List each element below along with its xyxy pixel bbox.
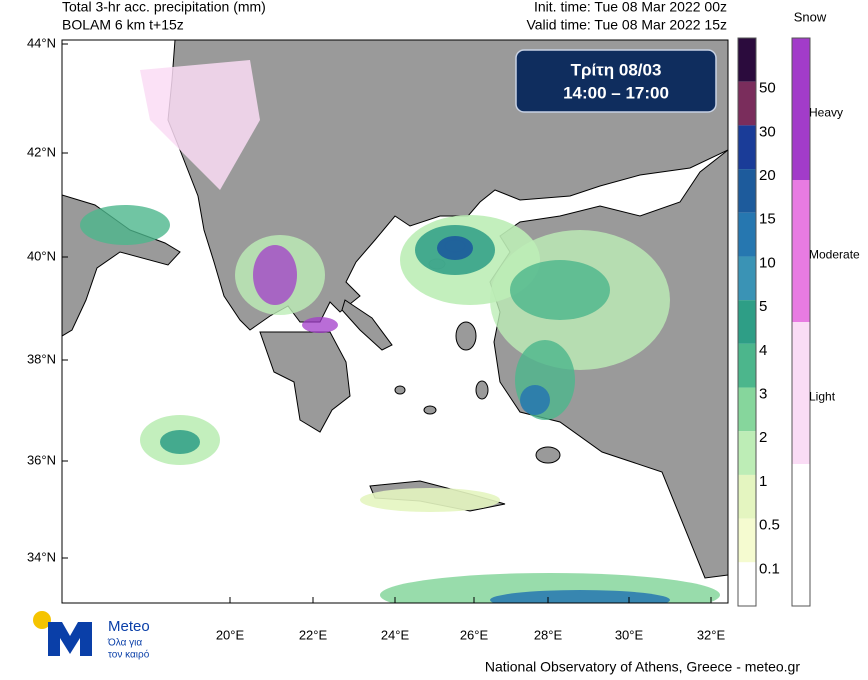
snow-scale-label: Heavy xyxy=(809,105,843,119)
lon-label: 20°E xyxy=(216,627,245,642)
rain-scale-label: 10 xyxy=(759,254,776,271)
lon-label: 32°E xyxy=(697,627,726,642)
island xyxy=(394,385,406,395)
rain-scale-step xyxy=(738,300,756,344)
rain-scale-label: 3 xyxy=(759,386,767,403)
rain-scale-step xyxy=(738,562,756,606)
logo-tagline: τον καιρό xyxy=(108,649,150,661)
lat-label: 42°N xyxy=(27,144,56,159)
peloponnese xyxy=(259,331,351,433)
rain-scale-step xyxy=(738,212,756,257)
time-box-day: Τρίτη 08/03 xyxy=(571,60,662,79)
time-box-hours: 14:00 – 17:00 xyxy=(563,83,669,102)
logo-name: Meteo xyxy=(108,618,150,635)
rain-scale-label: 0.5 xyxy=(759,517,780,534)
snow-scale-step xyxy=(792,322,810,464)
lon-label: 30°E xyxy=(615,627,644,642)
lat-label: 44°N xyxy=(27,35,56,50)
time-line: Valid time: Tue 08 Mar 2022 15z xyxy=(526,17,727,33)
rain-scale-step xyxy=(738,431,756,475)
time-line: Init. time: Tue 08 Mar 2022 00z xyxy=(534,0,727,15)
logo-tagline: Όλα για xyxy=(107,638,142,649)
snow-scale-step xyxy=(792,180,810,322)
rain-scale-step xyxy=(738,256,756,301)
snow-heavy xyxy=(302,317,338,333)
rain-area xyxy=(80,205,170,245)
logo-sun xyxy=(33,611,51,629)
snow-scale-frame xyxy=(791,37,811,607)
logo-mark xyxy=(48,622,92,656)
rain-scale-step xyxy=(738,518,756,563)
island xyxy=(423,405,437,415)
rain-scale-label: 15 xyxy=(759,211,776,228)
rain-scale-step xyxy=(738,474,756,519)
rain-scale-label: 0.1 xyxy=(759,560,780,577)
snow-light xyxy=(140,60,260,190)
rhodes xyxy=(535,446,561,464)
rain-scale-label: 2 xyxy=(759,429,767,446)
lesvos xyxy=(455,321,477,351)
lon-label: 22°E xyxy=(299,627,328,642)
title-line: BOLAM 6 km t+15z xyxy=(62,17,184,33)
rain-area xyxy=(360,488,500,512)
rain-scale-label: 1 xyxy=(759,473,767,490)
rain-scale-label: 5 xyxy=(759,298,767,315)
rain-area xyxy=(520,385,550,415)
time-box: Τρίτη 08/03 14:00 – 17:00 xyxy=(515,49,717,113)
rain-scale-label: 30 xyxy=(759,123,776,140)
snow-scale-step xyxy=(792,38,810,180)
rain-scale-label: 4 xyxy=(759,342,767,359)
rain-scale-step xyxy=(738,81,756,126)
rain-area xyxy=(510,260,610,320)
rain-scale-step xyxy=(738,169,756,213)
lon-label: 24°E xyxy=(381,627,410,642)
rain-scale-label: 20 xyxy=(759,167,776,184)
snow-heavy xyxy=(253,245,297,305)
rain-area xyxy=(160,430,200,454)
rain-scale-step xyxy=(738,387,756,432)
lat-label: 40°N xyxy=(27,248,56,263)
time-box-bg xyxy=(515,49,717,113)
lat-label: 34°N xyxy=(27,549,56,564)
rain-scale-frame xyxy=(737,37,757,607)
footer: National Observatory of Athens, Greece -… xyxy=(485,659,800,675)
snow-scale-step xyxy=(792,464,810,606)
rain-scale-step xyxy=(738,38,756,82)
rain-area xyxy=(437,236,473,260)
rain-scale-step xyxy=(738,125,756,170)
snow-scale-label: Moderate xyxy=(809,247,860,261)
island xyxy=(475,380,489,400)
lat-label: 36°N xyxy=(27,452,56,467)
snow-scale-label: Light xyxy=(809,389,836,403)
lon-label: 26°E xyxy=(460,627,489,642)
lon-label: 28°E xyxy=(534,627,563,642)
rain-area xyxy=(490,590,670,603)
snow-title: Snow xyxy=(794,9,827,24)
evia xyxy=(341,299,393,351)
rain-scale-step xyxy=(738,343,756,388)
rain-scale-label: 50 xyxy=(759,80,776,97)
lat-label: 38°N xyxy=(27,351,56,366)
logo: Meteo Όλα για τον καιρό xyxy=(33,611,150,661)
title-line: Total 3-hr acc. precipitation (mm) xyxy=(62,0,266,15)
